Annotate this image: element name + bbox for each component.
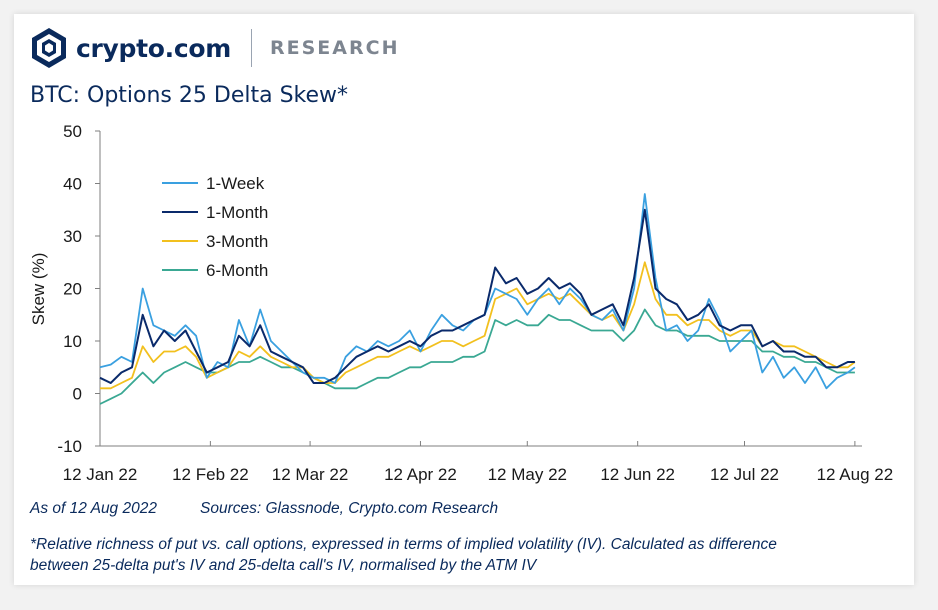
- footnote-line-2: between 25-delta put's IV and 25-delta c…: [30, 557, 537, 574]
- crypto-logo-icon: [32, 28, 66, 68]
- y-tick-label: 30: [63, 227, 82, 246]
- series-line-1-week: [99, 193, 856, 390]
- series-line-3-month: [100, 261, 856, 390]
- legend-label: 1-Month: [206, 203, 268, 222]
- x-tick-label: 12 Mar 22: [272, 465, 349, 484]
- brand-divider: [251, 29, 253, 67]
- legend-label: 1-Week: [206, 174, 265, 193]
- x-tick-label: 12 Feb 22: [172, 465, 249, 484]
- series-line-6-month: [99, 308, 855, 405]
- x-tick-label: 12 Aug 22: [817, 465, 894, 484]
- y-tick-label: 40: [63, 175, 82, 194]
- chart-title: BTC: Options 25 Delta Skew*: [30, 83, 349, 108]
- as-of-note: As of 12 Aug 2022: [30, 500, 157, 517]
- sources-note: Sources: Glassnode, Crypto.com Research: [200, 500, 499, 517]
- x-tick-label: 12 Jul 22: [710, 465, 779, 484]
- legend-label: 3-Month: [206, 232, 268, 251]
- y-tick-label: 0: [73, 385, 82, 404]
- x-tick-label: 12 Jan 22: [63, 465, 138, 484]
- brand-header: crypto.com RESEARCH: [30, 28, 399, 68]
- legend-label: 6-Month: [206, 261, 268, 280]
- series-line-1-month: [99, 208, 855, 384]
- footnote: *Relative richness of put vs. call optio…: [30, 534, 890, 576]
- y-tick-label: -10: [57, 437, 82, 456]
- y-tick-label: 20: [63, 280, 82, 299]
- footnote-line-1: *Relative richness of put vs. call optio…: [30, 536, 777, 553]
- x-tick-label: 12 Apr 22: [384, 465, 457, 484]
- y-tick-label: 10: [63, 332, 82, 351]
- brand-name: crypto.com: [76, 33, 232, 63]
- chart-card: [14, 14, 914, 585]
- y-axis-title: Skew (%): [29, 253, 48, 326]
- brand-section: RESEARCH: [270, 37, 400, 59]
- x-tick-label: 12 Jun 22: [600, 465, 675, 484]
- y-tick-label: 50: [63, 122, 82, 141]
- x-tick-label: 12 May 22: [488, 465, 567, 484]
